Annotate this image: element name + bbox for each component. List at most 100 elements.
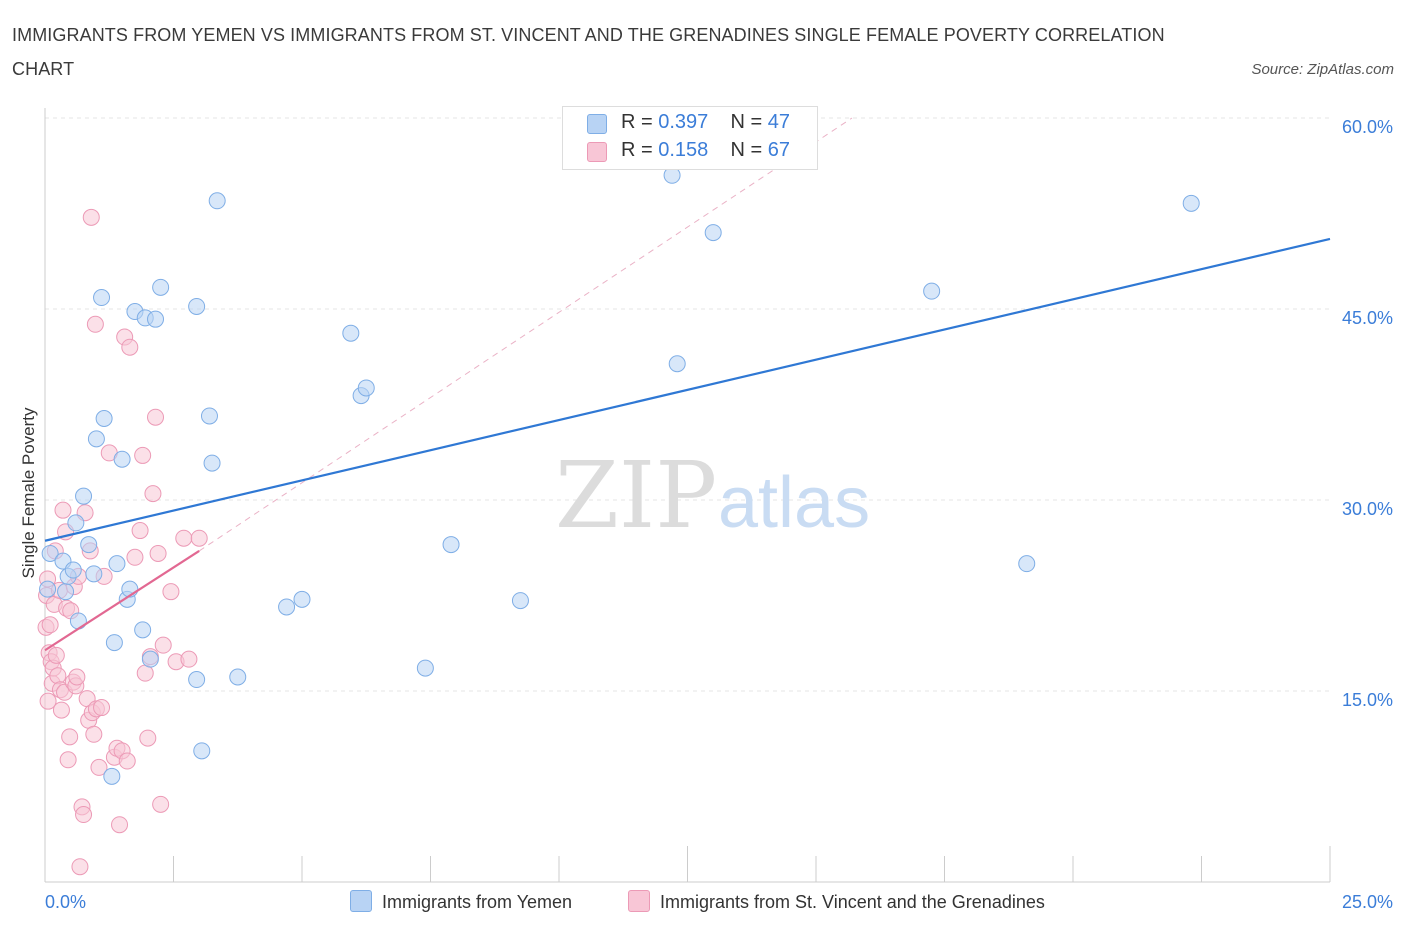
point-stvincent <box>126 548 144 566</box>
r-label: R = <box>621 139 659 161</box>
y-axis-label: Single Female Poverty <box>19 407 38 579</box>
point-yemen <box>57 583 75 601</box>
data-points <box>37 166 1331 876</box>
tick-labels: 15.0% 30.0% 45.0% 60.0% 0.0% 25.0% <box>45 117 1393 912</box>
point-yemen <box>103 767 121 785</box>
legend-swatch-pink <box>628 890 650 912</box>
legend-label: Immigrants from St. Vincent and the Gren… <box>660 892 1045 912</box>
point-yemen <box>1018 555 1036 573</box>
point-stvincent <box>71 858 89 876</box>
n-value: 47 <box>767 111 791 133</box>
point-stvincent <box>190 529 208 547</box>
point-stvincent <box>152 795 170 813</box>
chart-title: IMMIGRANTS FROM YEMEN VS IMMIGRANTS FROM… <box>12 25 1165 79</box>
point-stvincent <box>162 583 180 601</box>
point-stvincent <box>131 522 149 540</box>
y-tick-label: 60.0% <box>1342 117 1393 137</box>
point-stvincent <box>111 816 129 834</box>
point-yemen <box>208 192 226 210</box>
point-yemen <box>152 278 170 296</box>
point-stvincent <box>68 668 86 686</box>
point-yemen <box>147 310 165 328</box>
point-yemen <box>511 592 529 610</box>
watermark-atlas: atlas <box>718 463 870 543</box>
point-yemen <box>64 561 82 579</box>
point-stvincent <box>61 728 79 746</box>
point-yemen <box>85 565 103 583</box>
y-tick-label: 45.0% <box>1342 308 1393 328</box>
point-stvincent <box>75 806 93 824</box>
y-tick-label: 15.0% <box>1342 690 1393 710</box>
point-yemen <box>416 659 434 677</box>
point-stvincent <box>54 501 72 519</box>
axes <box>44 108 1331 883</box>
point-stvincent <box>86 315 104 333</box>
trend-lines-solid <box>44 237 1331 652</box>
legend-swatch-pink <box>587 142 607 162</box>
point-yemen <box>342 324 360 342</box>
watermark: ZIP atlas <box>555 442 870 549</box>
point-yemen <box>188 671 206 689</box>
point-yemen <box>95 410 113 428</box>
legend-text: R = 0.158 N = 67 <box>621 139 790 162</box>
point-stvincent <box>144 485 162 503</box>
point-stvincent <box>175 529 193 547</box>
point-stvincent <box>39 692 57 710</box>
trend-line-stvincent <box>44 550 200 652</box>
point-stvincent <box>154 636 172 654</box>
point-stvincent <box>52 701 70 719</box>
point-yemen <box>668 355 686 373</box>
point-yemen <box>293 590 311 608</box>
point-yemen <box>200 407 218 425</box>
point-yemen <box>193 742 211 760</box>
trend-line-yemen <box>44 237 1331 542</box>
x-tick-label: 25.0% <box>1342 892 1393 912</box>
point-yemen <box>141 650 159 668</box>
point-yemen <box>278 598 296 616</box>
grid-lines <box>45 117 1330 692</box>
r-label: R = <box>621 111 659 133</box>
legend-label: Immigrants from Yemen <box>382 892 573 912</box>
y-tick-label: 30.0% <box>1342 499 1393 519</box>
point-yemen <box>87 430 105 448</box>
point-yemen <box>704 224 722 242</box>
point-yemen <box>442 536 460 554</box>
legend-item-stvincent: Immigrants from St. Vincent and the Gren… <box>628 890 1045 913</box>
point-stvincent <box>121 338 139 356</box>
point-yemen <box>41 544 59 562</box>
point-yemen <box>203 454 221 472</box>
point-yemen <box>67 514 85 532</box>
point-yemen <box>923 282 941 300</box>
point-yemen <box>229 668 247 686</box>
legend-item-yemen: Immigrants from Yemen <box>350 890 572 913</box>
point-stvincent <box>149 544 167 562</box>
point-stvincent <box>59 751 77 769</box>
point-yemen <box>39 580 57 598</box>
point-yemen <box>80 536 98 554</box>
legend-swatch-blue <box>350 890 372 912</box>
legend-swatch-blue <box>587 114 607 134</box>
point-stvincent <box>139 729 157 747</box>
point-yemen <box>113 450 131 468</box>
x-tick-label: 0.0% <box>45 892 86 912</box>
point-yemen <box>105 634 123 652</box>
point-stvincent <box>180 650 198 668</box>
point-yemen <box>93 289 111 307</box>
point-stvincent <box>49 667 67 685</box>
point-stvincent <box>47 646 65 664</box>
point-stvincent <box>134 446 152 464</box>
point-stvincent <box>82 208 100 226</box>
point-yemen <box>75 487 93 505</box>
point-stvincent <box>90 758 108 776</box>
point-yemen <box>188 297 206 315</box>
point-yemen <box>108 555 126 573</box>
point-yemen <box>1182 194 1200 212</box>
point-stvincent <box>85 725 103 743</box>
trend-lines <box>198 117 853 552</box>
point-stvincent <box>93 699 111 717</box>
correlation-legend: R = 0.397 N = 47 R = 0.158 N = 67 <box>562 106 818 170</box>
n-value: 67 <box>767 139 791 161</box>
point-stvincent <box>147 408 165 426</box>
n-label: N = <box>730 111 768 133</box>
